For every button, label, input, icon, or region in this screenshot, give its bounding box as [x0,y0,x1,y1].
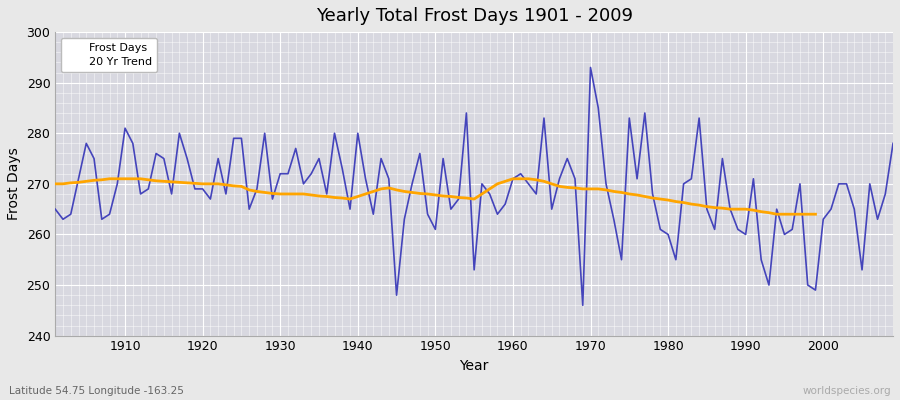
20 Yr Trend [771,212,782,217]
20 Yr Trend [50,182,60,186]
Legend: Frost Days, 20 Yr Trend: Frost Days, 20 Yr Trend [61,38,158,72]
Frost Days [887,141,898,146]
Frost Days [50,207,60,212]
20 Yr Trend [655,197,666,202]
20 Yr Trend [291,192,302,196]
20 Yr Trend [236,184,247,189]
Line: Frost Days: Frost Days [55,68,893,305]
Frost Days [112,182,122,186]
Frost Days [500,202,510,206]
Frost Days [508,176,518,181]
20 Yr Trend [461,196,472,200]
Frost Days [283,171,293,176]
20 Yr Trend [259,190,270,195]
Text: Latitude 54.75 Longitude -163.25: Latitude 54.75 Longitude -163.25 [9,386,184,396]
Frost Days [585,65,596,70]
X-axis label: Year: Year [460,359,489,373]
Frost Days [578,303,589,308]
20 Yr Trend [810,212,821,217]
Frost Days [616,257,627,262]
Y-axis label: Frost Days: Frost Days [7,148,21,220]
Text: worldspecies.org: worldspecies.org [803,386,891,396]
Line: 20 Yr Trend: 20 Yr Trend [55,179,815,214]
20 Yr Trend [104,176,115,181]
Title: Yearly Total Frost Days 1901 - 2009: Yearly Total Frost Days 1901 - 2009 [316,7,633,25]
20 Yr Trend [437,194,448,198]
Frost Days [329,131,340,136]
